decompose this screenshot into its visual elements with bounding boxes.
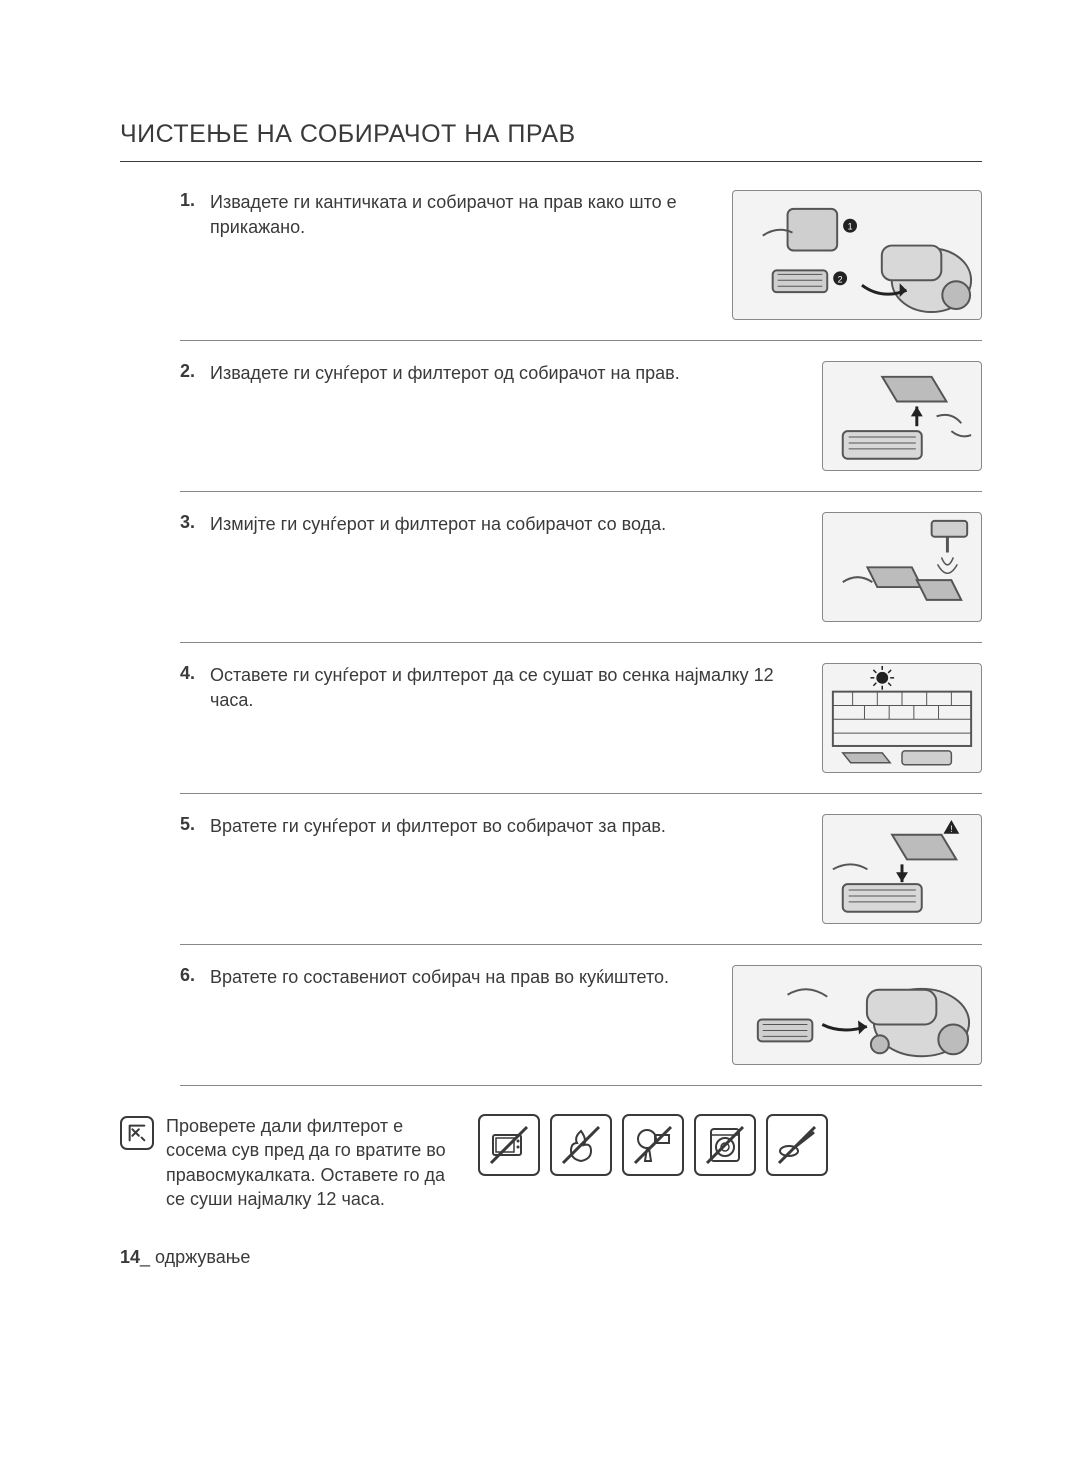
illustration-wash-filter [822,512,982,622]
step-number: 5. [180,814,202,835]
step-list: 1. Извадете ги кантичката и собирачот на… [120,190,982,1086]
prohibition-icons [478,1114,828,1176]
step-5: 5. Вратете ги сунѓерот и филтерот во соб… [180,814,982,945]
no-brush-icon [766,1114,828,1176]
step-text: Извадете ги сунѓерот и филтерот од собир… [210,361,804,386]
step-6: 6. Вратете го составениот собирач на пра… [180,965,982,1086]
footer-label: одржување [155,1247,250,1267]
step-figure [812,663,982,773]
note-icon [120,1116,154,1150]
illustration-remove-bin: 1 2 [732,190,982,320]
svg-text:!: ! [950,823,952,833]
step-number: 1. [180,190,202,211]
step-3: 3. Измијте ги сунѓерот и филтерот на соб… [180,512,982,643]
step-text: Измијте ги сунѓерот и филтерот на собира… [210,512,804,537]
step-text: Вратете ги сунѓерот и филтерот во собира… [210,814,804,839]
step-figure: 1 2 [732,190,982,320]
dry-shade-icon [823,664,981,773]
note-text: Проверете дали филтерот е сосема сув пре… [166,1114,466,1211]
step-figure [812,512,982,622]
step-number: 6. [180,965,202,986]
step-number: 3. [180,512,202,533]
step-4: 4. Оставете ги сунѓерот и филтерот да се… [180,663,982,794]
page-number: 14 [120,1247,140,1267]
footer-sep: _ [140,1247,155,1267]
svg-text:1: 1 [848,221,853,231]
no-fire-icon [550,1114,612,1176]
illustration-remove-filter [822,361,982,471]
svg-text:2: 2 [838,274,843,284]
step-text: Извадете ги кантичката и собирачот на пр… [210,190,724,240]
illustration-reinsert-filter: ! [822,814,982,924]
page-footer: 14_ одржување [120,1247,982,1268]
step-2: 2. Извадете ги сунѓерот и филтерот од со… [180,361,982,492]
page-title: ЧИСТЕЊЕ НА СОБИРАЧОТ НА ПРАВ [120,120,982,162]
step-text: Оставете ги сунѓерот и филтерот да се су… [210,663,804,713]
reinsert-icon: ! [823,815,981,924]
step-figure: ! [812,814,982,924]
step-figure [732,965,982,1065]
manual-page: ЧИСТЕЊЕ НА СОБИРАЧОТ НА ПРАВ 1. Извадете… [0,0,1080,1328]
step-figure [812,361,982,471]
no-hairdryer-icon [622,1114,684,1176]
no-washer-icon [694,1114,756,1176]
step-1: 1. Извадете ги кантичката и собирачот на… [180,190,982,341]
reassemble-icon [733,965,981,1064]
illustration-reassemble [732,965,982,1065]
vacuum-bin-icon: 1 2 [733,191,981,320]
illustration-dry-shade [822,663,982,773]
no-microwave-icon [478,1114,540,1176]
step-number: 4. [180,663,202,684]
step-number: 2. [180,361,202,382]
wash-icon [823,513,981,622]
step-text: Вратете го составениот собирач на прав в… [210,965,724,990]
note-row: Проверете дали филтерот е сосема сув пре… [120,1114,982,1211]
filter-remove-icon [823,362,981,471]
